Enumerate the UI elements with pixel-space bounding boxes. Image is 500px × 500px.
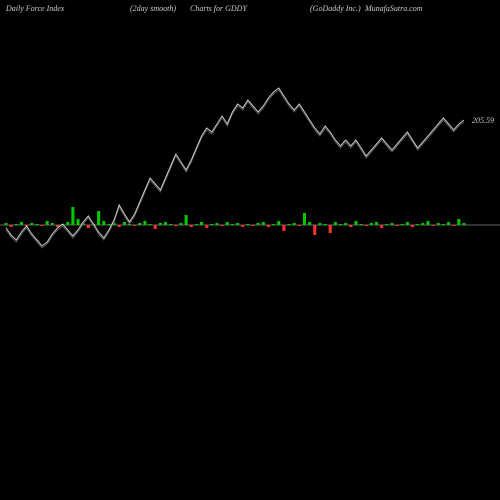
chart-svg xyxy=(0,0,500,500)
header-company: (GoDaddy Inc.) xyxy=(310,4,361,13)
header-smooth: (2day smooth) xyxy=(130,4,176,13)
header-charts-for: Charts for GDDY xyxy=(190,4,247,13)
latest-price-label: 205.59 xyxy=(472,116,494,125)
chart-header: Daily Force Index (2day smooth) Charts f… xyxy=(0,4,500,18)
force-index-chart: Daily Force Index (2day smooth) Charts f… xyxy=(0,0,500,500)
header-left: Daily Force Index xyxy=(6,4,64,13)
header-site: MunafaSutra.com xyxy=(365,4,423,13)
